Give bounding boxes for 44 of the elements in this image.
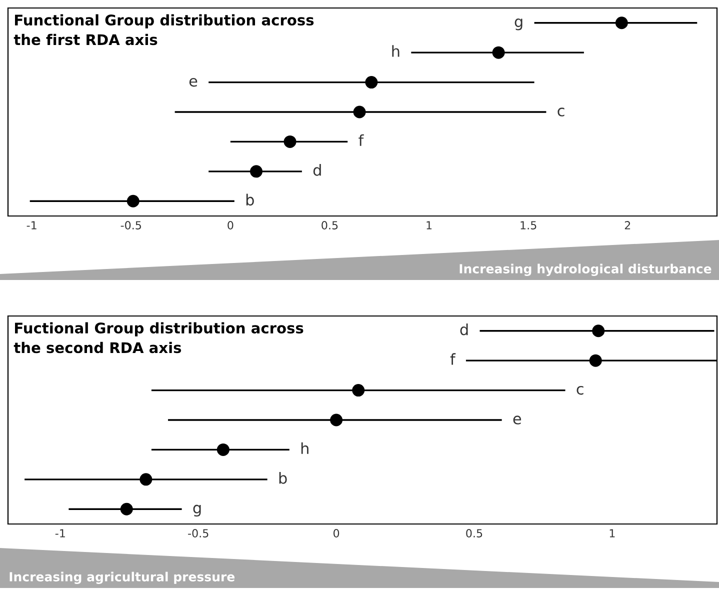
y-tick-label: g xyxy=(514,18,522,30)
y-tick-label: c xyxy=(576,386,584,395)
point xyxy=(592,324,605,338)
text: Fuctional Group distribution across the second RDA axis xyxy=(14,322,304,354)
x-tick-label: 2 xyxy=(624,221,630,230)
text: Increasing hydrological disturbance xyxy=(460,264,712,276)
x-tick-label: 0 xyxy=(333,529,340,538)
point xyxy=(120,502,133,516)
x-tick-label: -0.5 xyxy=(120,221,141,230)
point xyxy=(250,165,262,178)
x-tick-label: 1.5 xyxy=(520,221,536,230)
point xyxy=(353,106,366,118)
point xyxy=(330,414,343,426)
point xyxy=(126,194,140,208)
text: Increasing agricultural pressure xyxy=(10,572,235,584)
point xyxy=(615,16,628,30)
x-tick-label: -1 xyxy=(26,221,36,230)
point xyxy=(365,76,378,89)
point xyxy=(216,443,230,456)
x-tick-label: -0.5 xyxy=(188,529,208,538)
point xyxy=(589,354,602,367)
x-tick-label: 0.5 xyxy=(466,529,482,538)
x-tick-label: 0 xyxy=(228,221,234,230)
point xyxy=(284,135,296,148)
y-tick-label: h xyxy=(301,442,308,454)
y-tick-label: d xyxy=(313,164,321,176)
point xyxy=(140,473,152,486)
y-tick-label: g xyxy=(193,504,201,517)
y-tick-label: b xyxy=(279,472,287,484)
text: Functional Group distribution across the first RDA axis xyxy=(14,14,314,46)
y-tick-label: b xyxy=(246,194,254,206)
point xyxy=(492,46,505,59)
x-tick-label: 0.5 xyxy=(322,221,338,230)
y-tick-label: e xyxy=(513,416,522,424)
x-tick-label: 1 xyxy=(610,529,615,538)
x-tick-label: -1 xyxy=(55,529,65,538)
x-tick-label: 1 xyxy=(426,221,432,230)
y-tick-label: h xyxy=(392,45,400,57)
y-tick-label: f xyxy=(450,353,456,365)
point xyxy=(352,384,365,397)
y-tick-label: d xyxy=(460,323,468,336)
y-tick-label: e xyxy=(189,78,198,87)
y-tick-label: f xyxy=(358,134,364,146)
y-tick-label: c xyxy=(558,108,564,116)
